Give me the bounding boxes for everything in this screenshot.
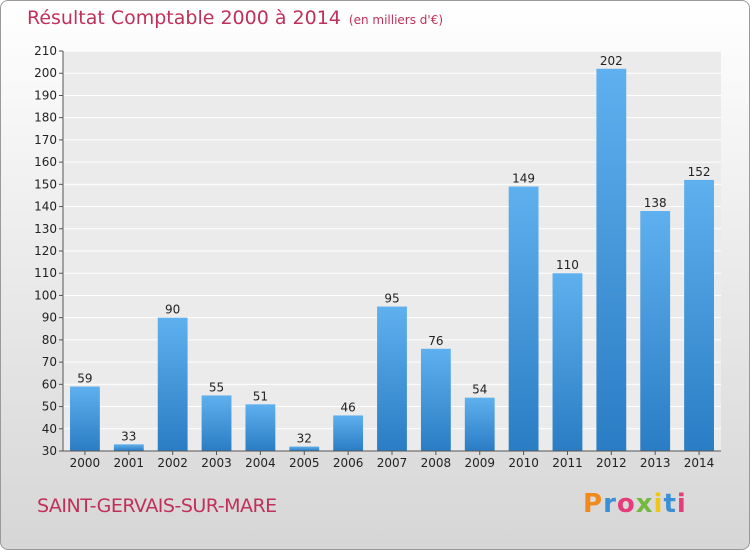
chart-title-unit: (en milliers d'€) bbox=[348, 13, 444, 27]
x-tick-label: 2010 bbox=[508, 456, 539, 470]
bar bbox=[377, 306, 407, 451]
x-tick-label: 2003 bbox=[201, 456, 232, 470]
x-tick-label: 2002 bbox=[157, 456, 188, 470]
x-tick-label: 2006 bbox=[333, 456, 364, 470]
x-tick-label: 2004 bbox=[245, 456, 276, 470]
commune-name: SAINT-GERVAIS-SUR-MARE bbox=[37, 495, 277, 517]
y-tick-label: 130 bbox=[34, 222, 57, 236]
bar-value-label: 46 bbox=[340, 400, 355, 414]
x-tick-label: 2007 bbox=[377, 456, 408, 470]
logo-letter: o bbox=[616, 489, 636, 519]
x-tick-label: 2012 bbox=[596, 456, 627, 470]
y-tick-label: 190 bbox=[34, 88, 57, 102]
proxiti-logo: Proxiti bbox=[583, 489, 687, 519]
bar-value-label: 51 bbox=[253, 389, 268, 403]
bar-value-label: 90 bbox=[165, 303, 180, 317]
logo-letter: t bbox=[663, 489, 677, 519]
y-tick-label: 60 bbox=[42, 377, 57, 391]
x-tick-label: 2005 bbox=[289, 456, 320, 470]
y-tick-label: 50 bbox=[42, 400, 57, 414]
x-tick-label: 2009 bbox=[464, 456, 495, 470]
bar-value-label: 149 bbox=[512, 172, 535, 186]
y-tick-label: 180 bbox=[34, 111, 57, 125]
bar bbox=[464, 397, 495, 451]
bar-value-label: 152 bbox=[688, 165, 711, 179]
bar bbox=[333, 415, 364, 451]
bar-value-label: 138 bbox=[644, 196, 667, 210]
x-tick-label: 2013 bbox=[640, 456, 671, 470]
bar bbox=[201, 395, 232, 451]
y-tick-label: 140 bbox=[34, 200, 57, 214]
y-tick-label: 210 bbox=[34, 44, 57, 58]
bar-value-label: 95 bbox=[384, 292, 399, 306]
x-tick-label: 2014 bbox=[684, 456, 715, 470]
logo-letter: r bbox=[603, 489, 617, 519]
bar bbox=[552, 273, 583, 451]
logo-letter: x bbox=[635, 489, 654, 519]
y-tick-label: 70 bbox=[42, 355, 57, 369]
y-tick-label: 110 bbox=[34, 266, 57, 280]
y-tick-label: 80 bbox=[42, 333, 57, 347]
y-tick-label: 30 bbox=[42, 444, 57, 458]
y-tick-label: 120 bbox=[34, 244, 57, 258]
bar bbox=[70, 386, 100, 451]
x-tick-label: 2011 bbox=[552, 456, 583, 470]
y-tick-label: 170 bbox=[34, 133, 57, 147]
x-tick-label: 2000 bbox=[70, 456, 101, 470]
x-tick-label: 2001 bbox=[114, 456, 145, 470]
x-tick-label: 2008 bbox=[421, 456, 452, 470]
bar bbox=[640, 211, 671, 451]
y-tick-label: 160 bbox=[34, 155, 57, 169]
y-tick-label: 200 bbox=[34, 66, 57, 80]
bar bbox=[157, 317, 188, 451]
y-tick-label: 100 bbox=[34, 288, 57, 302]
bar-value-label: 110 bbox=[556, 258, 579, 272]
bar bbox=[684, 179, 714, 451]
logo-letter: i bbox=[653, 489, 664, 519]
bar-value-label: 33 bbox=[121, 429, 136, 443]
bar-value-label: 54 bbox=[472, 383, 487, 397]
bar-value-label: 32 bbox=[297, 432, 312, 446]
logo-letter: P bbox=[583, 489, 604, 519]
bar bbox=[113, 444, 144, 451]
logo-letter: i bbox=[676, 489, 687, 519]
bar bbox=[508, 186, 539, 452]
y-tick-label: 90 bbox=[42, 311, 57, 325]
bar bbox=[289, 446, 320, 451]
y-tick-label: 150 bbox=[34, 177, 57, 191]
bar bbox=[596, 68, 627, 452]
y-tick-label: 40 bbox=[42, 422, 57, 436]
bar-value-label: 76 bbox=[428, 334, 443, 348]
bar bbox=[420, 348, 451, 451]
chart-title: Résultat Comptable 2000 à 2014 (en millie… bbox=[27, 7, 443, 29]
bar-value-label: 59 bbox=[77, 372, 92, 386]
chart-title-main: Résultat Comptable 2000 à 2014 bbox=[27, 7, 341, 29]
bar-value-label: 202 bbox=[600, 54, 623, 68]
bar-value-label: 55 bbox=[209, 380, 224, 394]
bar bbox=[245, 404, 276, 451]
